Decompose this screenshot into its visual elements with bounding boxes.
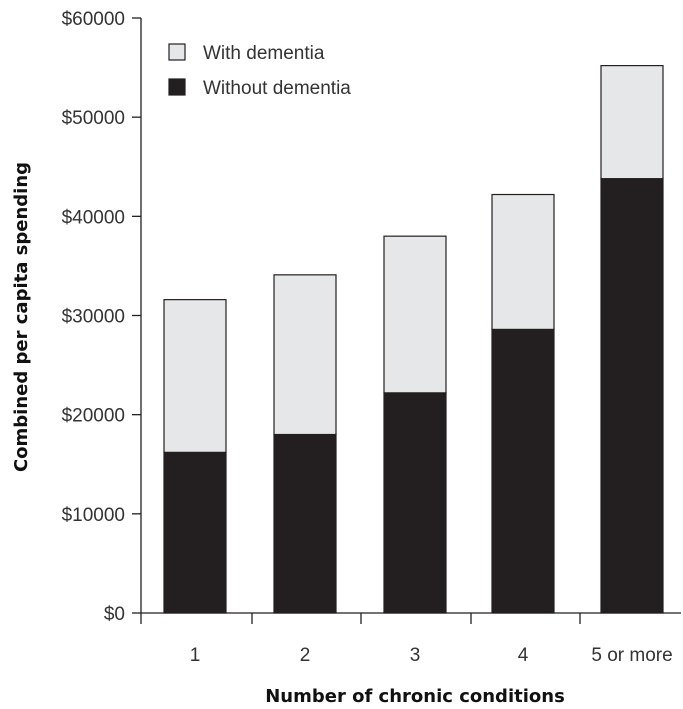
y-tick-label: $0 [104,604,125,625]
bar-without-dementia [491,328,555,614]
bar-without-dementia [600,178,664,614]
bar-without-dementia [163,451,227,614]
bar-group [163,64,664,614]
y-axis-title: Combined per capita spending [11,162,32,472]
y-axis-ticks: $0 $10000 $20000 $30000 $40000 $50000 $60000 [62,9,141,625]
x-tick-label: 1 [190,645,201,666]
y-tick-label: $40000 [62,207,125,228]
y-tick-label: $60000 [62,9,125,30]
y-tick-label: $30000 [62,307,125,328]
bar-with-dementia [491,193,555,330]
y-tick-label: $50000 [62,108,125,129]
x-tick-label: 5 or more [591,645,672,666]
x-tick-label: 3 [410,645,421,666]
x-tick-label: 2 [300,645,311,666]
bar-with-dementia [273,274,337,436]
x-tick-label: 4 [518,645,529,666]
bar-without-dementia [273,433,337,614]
y-tick-label: $20000 [62,406,125,427]
legend-swatch [168,78,186,96]
x-axis-ticks: 1 2 3 4 5 or more [140,613,673,666]
legend-label: With dementia [203,43,325,64]
x-axis-title: Number of chronic conditions [265,686,565,707]
y-tick-label: $10000 [62,505,125,526]
bar-with-dementia [383,235,447,394]
legend: With dementia Without dementia [168,43,351,99]
bar-with-dementia [600,64,664,180]
bar-with-dementia [163,299,227,453]
bar-without-dementia [383,392,447,614]
legend-swatch [168,43,186,61]
legend-label: Without dementia [203,78,351,99]
